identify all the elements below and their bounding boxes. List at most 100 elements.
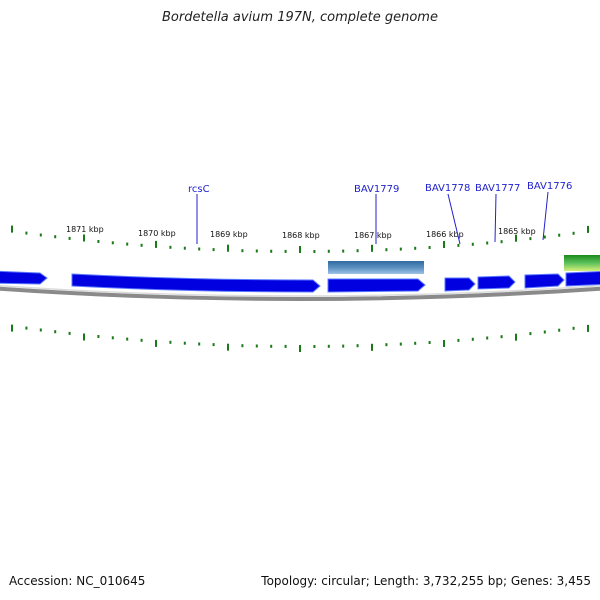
- major-tick: [443, 340, 445, 347]
- accession-info: Accession: NC_010645: [9, 574, 145, 588]
- topology-value: circular: [321, 574, 366, 588]
- major-tick: [227, 343, 229, 351]
- major-tick: [11, 324, 13, 332]
- minor-tick: [457, 243, 460, 247]
- minor-tick: [500, 240, 503, 244]
- minor-tick: [241, 249, 244, 253]
- minor-tick: [97, 335, 100, 338]
- feature-block[interactable]: [328, 261, 424, 274]
- minor-tick: [169, 245, 172, 249]
- length-value: 3,732,255 bp: [422, 574, 503, 588]
- gene-arrow[interactable]: [565, 270, 600, 287]
- minor-tick: [471, 242, 474, 246]
- gene-track: [0, 270, 600, 293]
- minor-tick: [169, 340, 172, 344]
- genes-value: 3,455: [556, 574, 591, 588]
- minor-tick: [54, 235, 57, 239]
- minor-tick: [111, 241, 114, 245]
- minor-tick: [54, 330, 57, 334]
- minor-tick: [212, 343, 215, 347]
- kbp-scale-labels: 1871 kbp 1870 kbp 1869 kbp 1868 kbp 1867…: [66, 225, 536, 240]
- gene-leader-lines: [196, 191, 549, 245]
- minor-tick: [313, 250, 316, 253]
- minor-tick: [313, 345, 316, 348]
- feature-block-green[interactable]: [564, 255, 600, 271]
- minor-tick: [39, 233, 42, 237]
- length-label: Length:: [373, 574, 420, 588]
- gene-label-BAV1777[interactable]: BAV1777: [475, 183, 520, 194]
- minor-tick: [284, 344, 287, 348]
- leader-line-BAV1776: [542, 191, 549, 241]
- gene-arrow-rcsC[interactable]: [71, 273, 321, 293]
- genes-label: Genes:: [510, 574, 553, 588]
- minor-tick: [385, 343, 388, 347]
- minor-tick: [111, 336, 114, 340]
- gene-arrow-BAV1778[interactable]: [444, 277, 476, 292]
- kbp-label: 1866 kbp: [426, 230, 464, 239]
- gene-label-BAV1779[interactable]: BAV1779: [354, 184, 399, 195]
- minor-tick: [183, 341, 186, 345]
- minor-tick: [198, 247, 201, 251]
- accession-label: Accession:: [9, 574, 73, 588]
- minor-tick: [428, 341, 431, 344]
- kbp-label: 1868 kbp: [282, 231, 320, 240]
- accession-value: NC_010645: [76, 574, 146, 588]
- minor-tick: [183, 246, 186, 250]
- minor-tick: [126, 242, 129, 246]
- gene-label-BAV1776[interactable]: BAV1776: [527, 181, 572, 192]
- minor-tick: [572, 326, 575, 330]
- gene-arrow-BAV1776[interactable]: [524, 273, 565, 289]
- minor-tick: [39, 328, 42, 332]
- gene-label-BAV1778[interactable]: BAV1778: [425, 183, 470, 194]
- minor-tick: [572, 231, 575, 235]
- major-tick: [227, 244, 229, 252]
- major-tick: [83, 234, 85, 242]
- major-tick: [587, 225, 589, 233]
- kbp-label: 1869 kbp: [210, 230, 248, 239]
- kbp-label: 1871 kbp: [66, 225, 104, 234]
- minor-tick: [414, 341, 417, 345]
- minor-tick: [500, 335, 503, 339]
- minor-tick: [25, 326, 28, 330]
- minor-tick: [212, 248, 215, 252]
- major-tick: [371, 244, 373, 252]
- minor-tick: [543, 235, 546, 239]
- minor-tick: [270, 344, 273, 348]
- gene-arrow-BAV1779[interactable]: [327, 278, 426, 293]
- minor-tick: [327, 344, 330, 348]
- kbp-label: 1865 kbp: [498, 227, 536, 236]
- major-tick: [155, 240, 157, 248]
- minor-tick: [356, 249, 359, 253]
- minor-tick: [241, 344, 244, 348]
- major-tick: [299, 246, 301, 253]
- minor-tick: [471, 337, 474, 341]
- leader-line-BAV1778: [447, 193, 461, 245]
- minor-tick: [255, 249, 258, 253]
- minor-tick: [543, 330, 546, 334]
- gene-labels: rcsC BAV1779 BAV1778 BAV1777 BAV1776: [188, 181, 572, 195]
- major-tick: [515, 333, 517, 341]
- kbp-label: 1870 kbp: [138, 229, 176, 238]
- major-tick: [371, 343, 373, 351]
- inner-tick-marks: [11, 324, 589, 352]
- gene-arrow-BAV1777[interactable]: [477, 275, 516, 290]
- minor-tick: [356, 344, 359, 348]
- minor-tick: [97, 240, 100, 243]
- minor-tick: [342, 344, 345, 348]
- gene-arrow[interactable]: [0, 270, 48, 285]
- minor-tick: [270, 249, 273, 253]
- minor-tick: [140, 243, 143, 247]
- minor-tick: [529, 237, 532, 241]
- gene-label-rcsC[interactable]: rcsC: [188, 184, 210, 195]
- minor-tick: [255, 344, 258, 348]
- minor-tick: [486, 241, 489, 245]
- topology-label: Topology:: [261, 574, 318, 588]
- minor-tick: [126, 337, 129, 341]
- major-tick: [443, 241, 445, 248]
- leader-line-BAV1777: [494, 193, 497, 243]
- minor-tick: [558, 328, 561, 332]
- minor-tick: [428, 246, 431, 249]
- minor-tick: [399, 342, 402, 346]
- major-tick: [83, 333, 85, 341]
